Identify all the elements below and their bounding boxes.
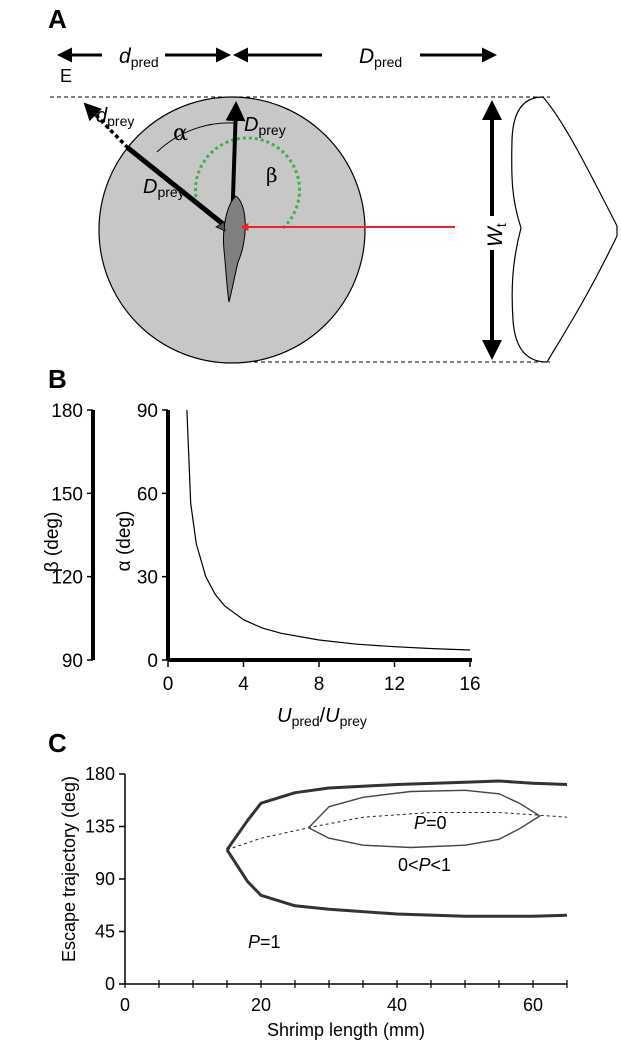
panel-c-series-mid-dotted <box>226 812 568 851</box>
shrimp-body <box>223 195 246 303</box>
panel-c-y-tick-label: 45 <box>95 922 115 942</box>
annotation-p-between: 0<P<1 <box>398 855 451 875</box>
panel-b-x-tick-label: 8 <box>314 674 325 695</box>
panel-c-x-label: Shrimp length (mm) <box>267 1020 425 1040</box>
panel-b-y-tick-label: 0 <box>147 651 158 672</box>
Dpred-label: Dpred <box>359 45 402 70</box>
annotation-p1: P=1 <box>248 932 281 952</box>
shrimp-head <box>215 221 226 232</box>
dprey-left-vector <box>126 146 230 230</box>
panel-b-y-tick-label: 30 <box>137 568 158 589</box>
panel-b-y-tick-label: 90 <box>137 401 158 422</box>
width-label: Wt <box>484 216 509 250</box>
dprey-small-label: dprey <box>96 105 134 129</box>
panel-b-y2-tick-label: 90 <box>62 651 83 672</box>
panel-c-x-tick-label: 0 <box>120 995 130 1015</box>
beta-label: β <box>266 163 278 187</box>
panel-b-y-tick-label: 60 <box>137 484 158 505</box>
panel-a: A dpred Dpred E α β dprey Dprey <box>48 4 618 364</box>
panel-b: B 0 4 8 12 16 0 30 60 90 90 120 150 180 β (deg) α (d… <box>42 364 481 729</box>
panel-c-series-p1-upper <box>225 779 568 851</box>
panel-b-x-label: Upred/Uprey <box>277 705 367 729</box>
point-e-label: E <box>60 66 72 86</box>
panel-b-x-tick-label: 0 <box>163 674 174 695</box>
beta-arc <box>194 136 302 230</box>
panel-b-y2-tick-label: 180 <box>51 401 83 422</box>
panel-b-y2-tick-label: 150 <box>51 484 83 505</box>
panel-b-series-line <box>186 409 471 651</box>
panel-b-label: B <box>48 364 67 394</box>
panel-c-series-p0-loop <box>308 789 541 849</box>
panel-c-y-label: Escape trajectory (deg) <box>59 776 79 962</box>
panel-c-label: C <box>48 728 67 758</box>
dpred-label: dpred <box>119 45 159 70</box>
svg-text:Wt: Wt <box>484 223 509 247</box>
panel-c-y-tick-label: 135 <box>85 817 115 837</box>
panel-b-x-tick-label: 16 <box>459 674 480 695</box>
panel-c-y-tick-label: 180 <box>85 764 115 784</box>
panel-a-label: A <box>48 4 67 34</box>
panel-b-y2-tick-label: 120 <box>51 568 83 589</box>
dprey-small-vector <box>83 102 130 150</box>
panel-c-series-p1-lower <box>225 848 568 918</box>
annotation-p0: P=0 <box>414 813 447 833</box>
panel-b-x-tick-label: 12 <box>384 674 405 695</box>
panel-c-x-tick-label: 20 <box>251 995 271 1015</box>
panel-c-x-tick-label: 60 <box>523 995 543 1015</box>
panel-b-y2-label: β (deg) <box>42 512 63 573</box>
dprey-up-label: Dprey <box>244 114 286 138</box>
panel-b-x-tick-label: 4 <box>238 674 249 695</box>
panel-b-y-label: α (deg) <box>114 511 135 572</box>
panel-c-x-tick-label: 40 <box>387 995 407 1015</box>
panel-c-y-tick-label: 0 <box>105 974 115 994</box>
panel-c: C 0 20 40 60 0 45 90 135 180 Escape trajectory (… <box>48 728 568 1040</box>
predator-outline <box>511 96 618 363</box>
panel-c-y-tick-label: 90 <box>95 869 115 889</box>
dprey-left-label: Dprey <box>143 176 185 200</box>
alpha-arc <box>156 122 236 153</box>
alpha-label: α <box>173 121 188 146</box>
